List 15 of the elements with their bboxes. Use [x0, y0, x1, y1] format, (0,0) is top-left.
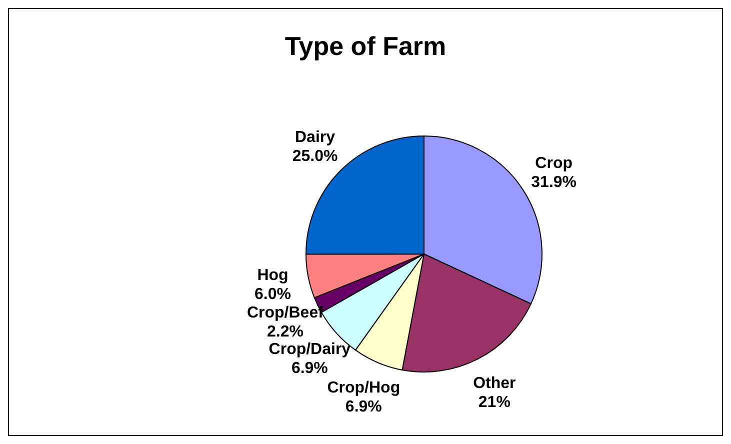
data-label: 25.0%: [292, 148, 338, 166]
data-label: 6.9%: [291, 360, 328, 378]
data-label: 31.9%: [531, 174, 577, 192]
slice-label: Crop/Hog: [327, 379, 400, 396]
data-label: 2.2%: [266, 324, 304, 341]
slice-label: Other: [473, 374, 516, 392]
data-label: 21%: [478, 394, 510, 411]
slice-label: Hog: [257, 266, 288, 284]
slice-label: Dairy: [295, 128, 336, 146]
slice-label: Crop/Beef: [246, 304, 324, 322]
chart-title: Type of Farm: [284, 31, 448, 62]
slice-label: Crop: [535, 155, 573, 172]
data-label: 6.9%: [345, 398, 382, 416]
data-label: 6.0%: [254, 286, 292, 304]
slice-label: Crop/Dairy: [268, 340, 351, 358]
